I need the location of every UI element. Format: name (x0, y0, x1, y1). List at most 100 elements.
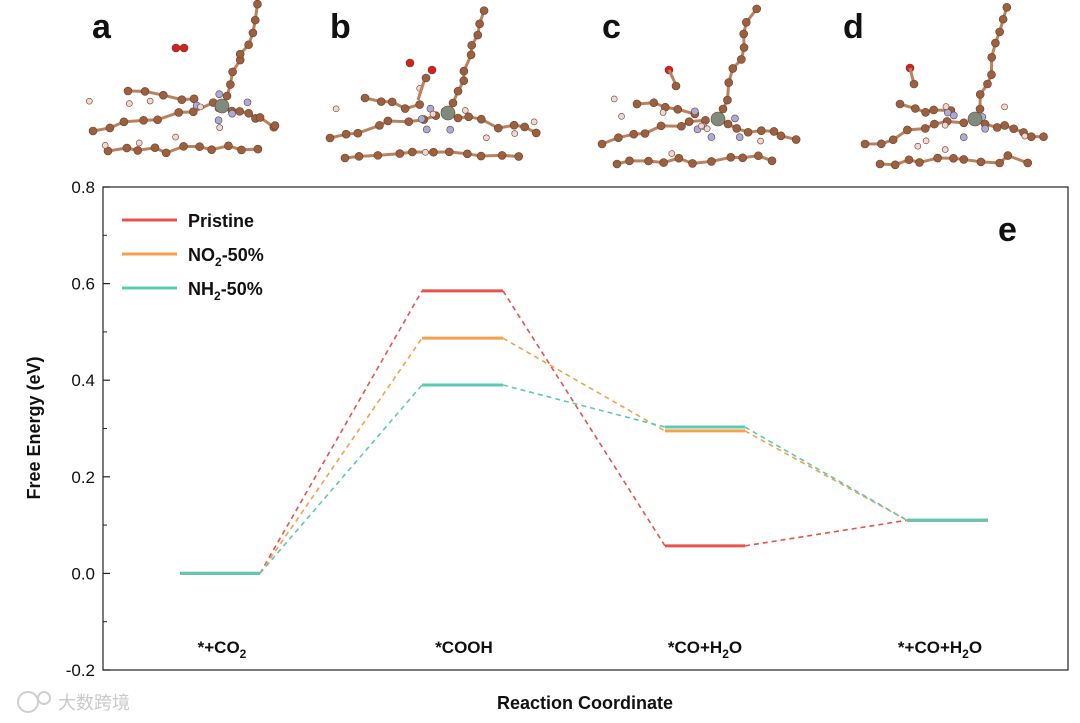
atom (877, 139, 886, 149)
atom (673, 105, 683, 114)
atom (448, 98, 458, 108)
atom (174, 108, 184, 117)
atom (684, 117, 694, 126)
atom (998, 14, 1008, 24)
hydrogen-atom (1021, 132, 1029, 140)
atom (739, 43, 749, 52)
atom (983, 79, 992, 89)
atom (235, 49, 245, 59)
hydrogen-atom (172, 133, 179, 141)
hydrogen-atom (922, 137, 930, 145)
atom (949, 153, 958, 163)
atom (909, 79, 919, 89)
atom (453, 113, 463, 123)
category-label-subscript: 2 (722, 647, 729, 661)
atom (123, 86, 133, 96)
atom (959, 155, 969, 164)
atom (139, 116, 148, 125)
atom (153, 115, 162, 125)
metal-center-atom (440, 105, 456, 121)
oxygen-atom (405, 58, 415, 68)
atom (677, 121, 686, 131)
hydrogen-atom (126, 100, 133, 107)
atom (376, 97, 386, 106)
atom (1039, 132, 1048, 142)
metal-center-atom (214, 98, 230, 114)
atom (207, 145, 216, 154)
atom (724, 78, 734, 87)
atom (649, 98, 659, 108)
nitrogen-atom (228, 109, 236, 118)
y-tick-label: 0.0 (71, 564, 95, 583)
category-label: *COOH (435, 638, 493, 657)
atom (629, 129, 639, 139)
series-1 (180, 336, 988, 575)
atom (150, 143, 160, 153)
oxygen-atom (171, 43, 181, 53)
atom (1009, 124, 1019, 134)
hydrogen-atom (942, 103, 950, 110)
hydrogen-atom (483, 134, 490, 142)
nitrogen-atom (691, 107, 699, 116)
atom (228, 67, 237, 77)
atom (1026, 132, 1036, 141)
atom (497, 151, 507, 160)
nitrogen-atom (243, 98, 252, 107)
atom (1002, 3, 1012, 12)
atom (769, 127, 779, 136)
category-label: *CO+H2O (668, 638, 742, 661)
metal-center-atom (710, 111, 726, 127)
hydrogen-atom (461, 107, 469, 114)
atom (244, 108, 254, 118)
atom (975, 90, 985, 99)
hydrogen-atom (618, 113, 625, 120)
atom (890, 160, 900, 170)
hydrogen-atom (610, 95, 618, 103)
atom (459, 76, 469, 85)
atom (119, 117, 129, 127)
atom (718, 104, 728, 114)
atom (161, 148, 171, 158)
panel-label-b: b (330, 8, 351, 46)
atom (728, 64, 738, 73)
atom (463, 149, 472, 159)
atom (723, 119, 733, 129)
hydrogen-atom (146, 97, 154, 105)
nitrogen-atom (417, 115, 426, 123)
atom (244, 40, 253, 50)
atom (475, 19, 484, 29)
hydrogen-atom (914, 142, 922, 150)
atom (995, 27, 1004, 37)
atom (995, 158, 1004, 168)
legend-label-suffix: -50% (221, 279, 263, 299)
y-axis: -0.2 0.0 0.2 0.4 0.6 0.8 (66, 178, 110, 680)
atom (105, 123, 115, 133)
hydrogen-atom (216, 124, 223, 131)
atom (250, 15, 260, 25)
atom (444, 147, 454, 157)
hydrogen-atom (197, 103, 204, 111)
series-connector (259, 290, 423, 574)
hydrogen-atom (1001, 103, 1008, 111)
atom (674, 153, 684, 163)
nitrogen-atom (215, 90, 224, 98)
atom (464, 112, 473, 122)
legend-label-subscript: 2 (215, 255, 222, 269)
atom (514, 152, 524, 161)
category-label-text: *+CO+H (898, 638, 962, 657)
nitrogen-atom (731, 114, 739, 123)
series-connector (259, 337, 423, 574)
atom (453, 86, 463, 96)
atom (429, 147, 438, 157)
y-tick-label: 0.6 (71, 275, 95, 294)
atom (597, 139, 607, 149)
atom (895, 99, 905, 109)
category-labels: *+CO2 *COOH *CO+H2O *+CO+H2O (198, 638, 982, 661)
watermark-text: 大数跨境 (58, 693, 130, 714)
series-connector (744, 430, 908, 521)
atom (776, 131, 786, 141)
atom (400, 104, 410, 113)
hydrogen-atom (668, 150, 676, 157)
atom (738, 153, 747, 163)
y-tick-label: 0.8 (71, 178, 95, 197)
